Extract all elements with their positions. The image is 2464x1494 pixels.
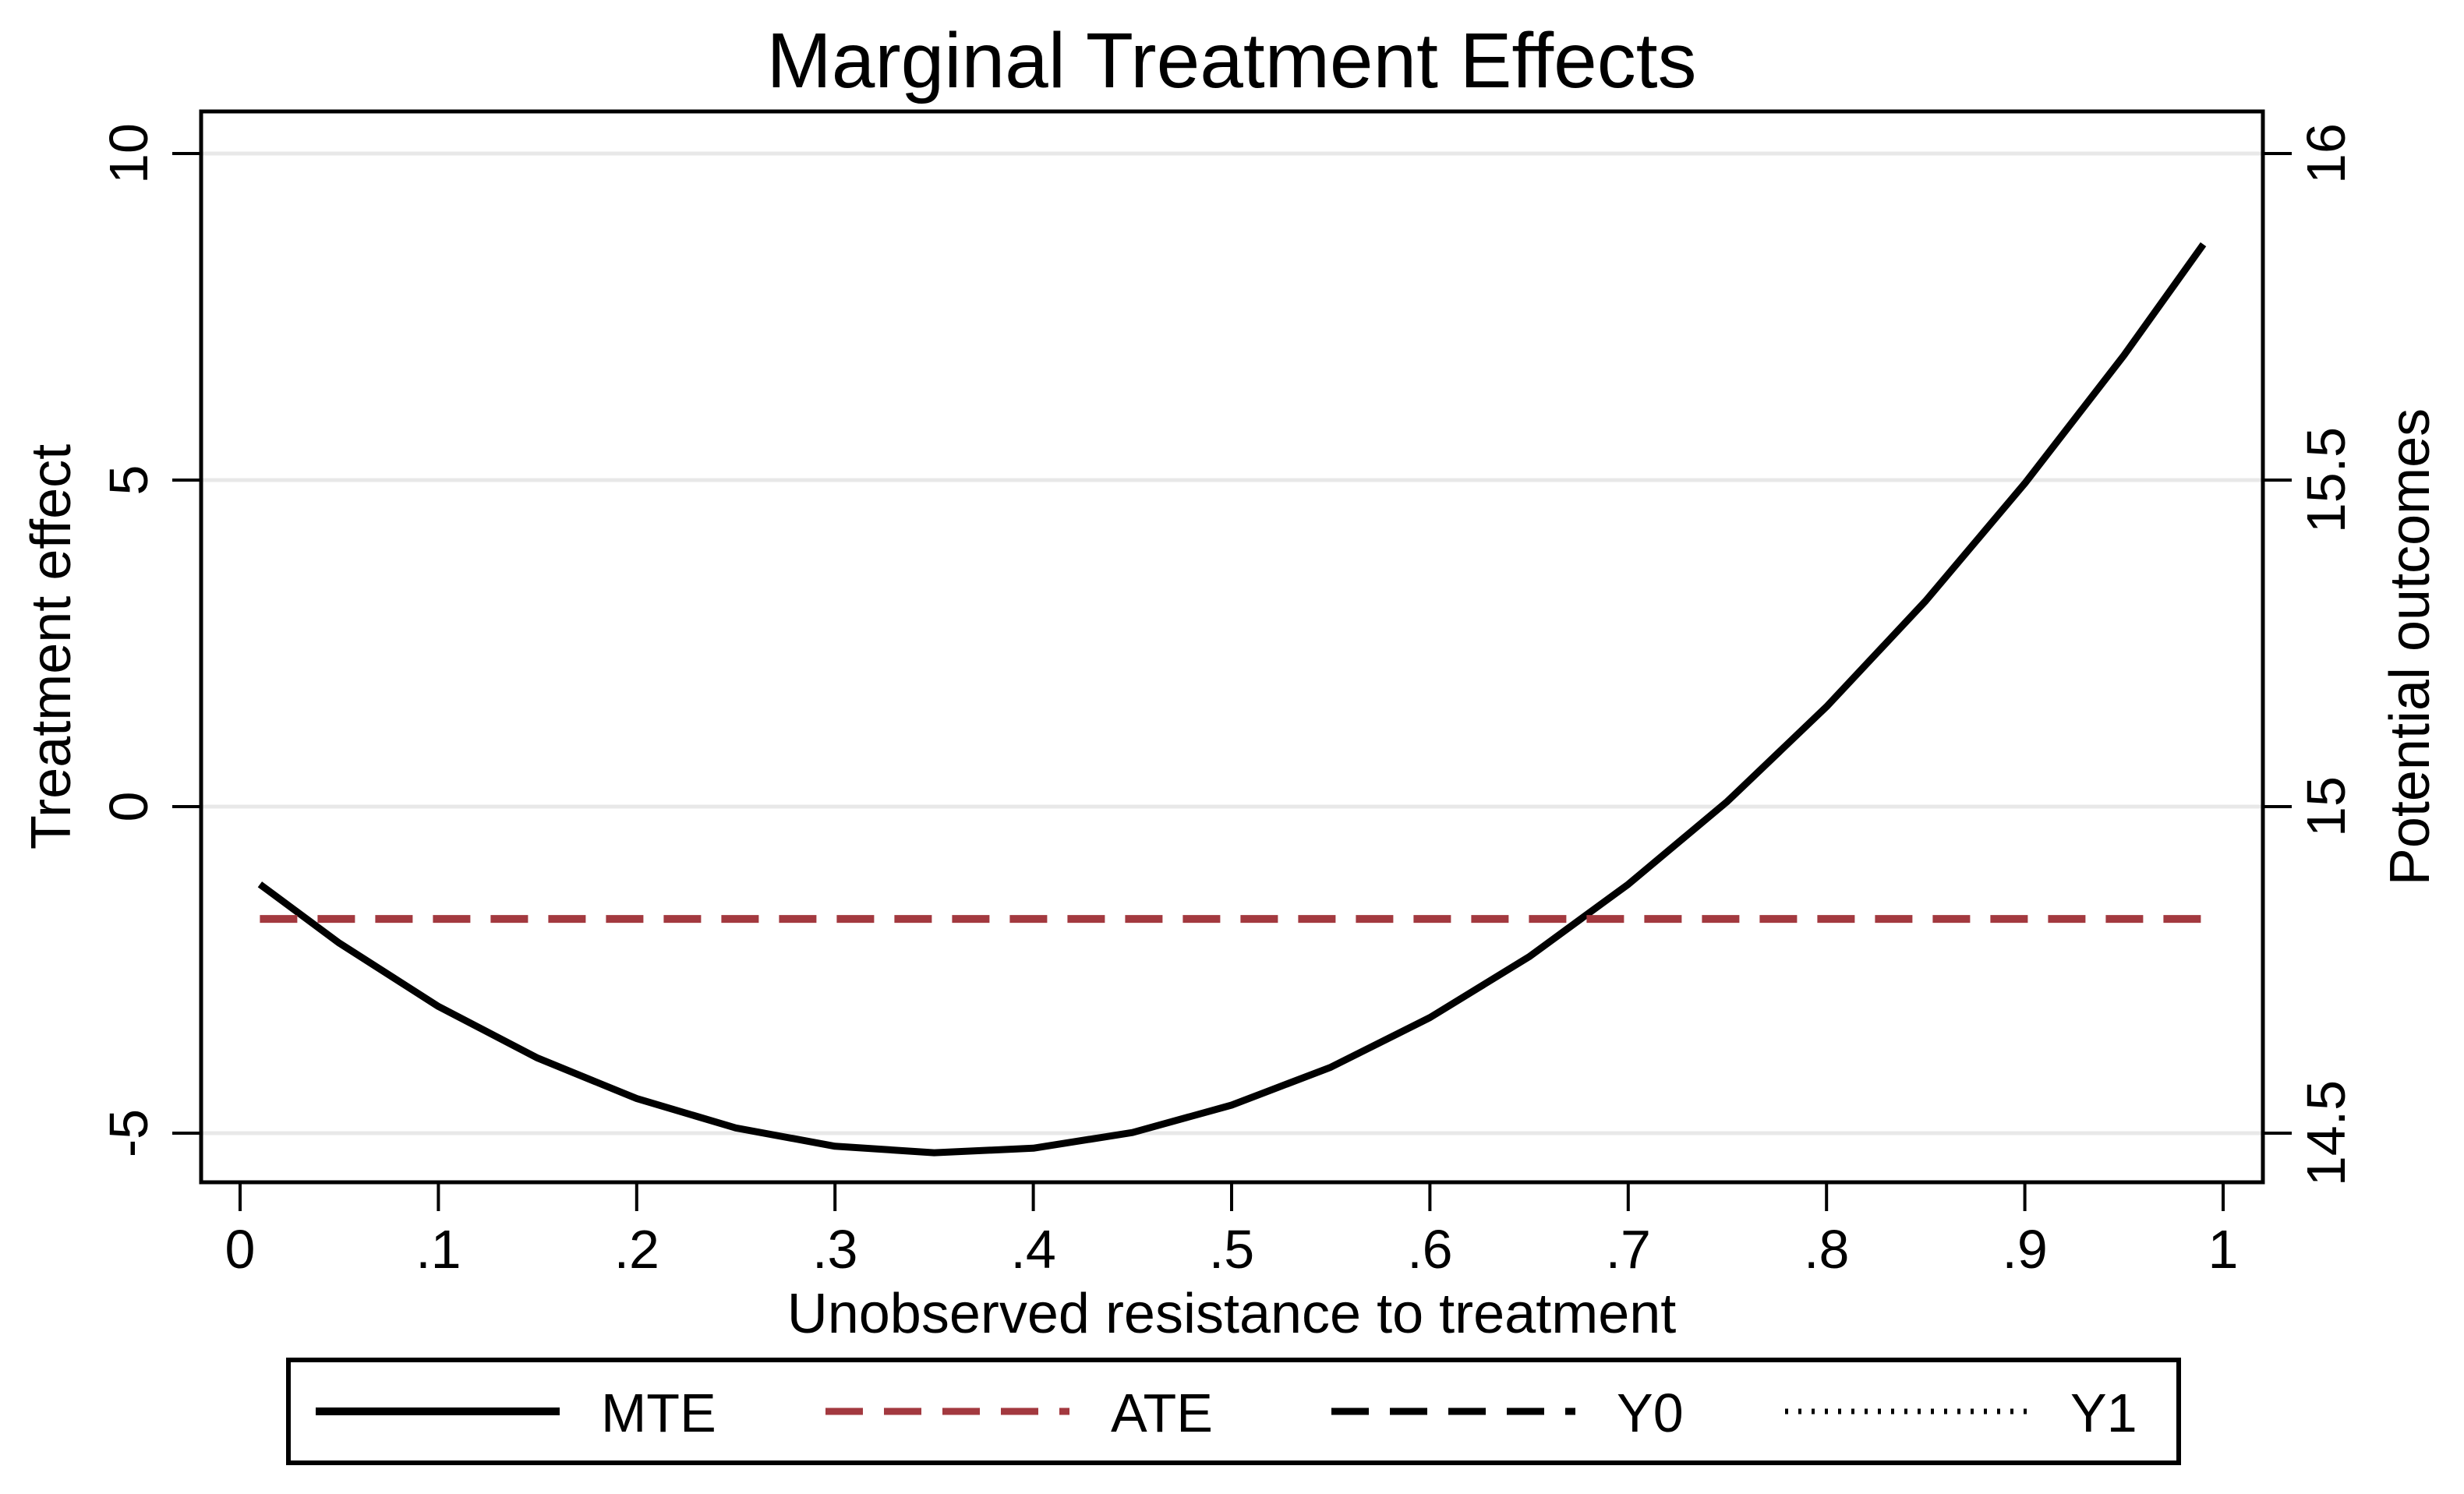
x-tick-label: .5 [1209, 1219, 1254, 1280]
y-left-tick-label: 10 [98, 123, 159, 184]
y-left-tick-label: 0 [98, 792, 159, 822]
y-axis-right-title: Potential outcomes [2379, 408, 2441, 885]
x-axis-title: Unobserved resistance to treatment [787, 1283, 1677, 1345]
chart-title: Marginal Treatment Effects [766, 17, 1696, 104]
legend-entries-layer: MTE ATE Y0 Y1 [316, 1383, 2137, 1443]
x-tick-label: .9 [2002, 1219, 2047, 1280]
mte-line [257, 242, 2207, 1157]
series-layer [257, 242, 2207, 1157]
ticks-layer: 10 5 0 -5 16 15.5 15 14.5 0 .1 .2 .3 .4 .5 .6 .7 .8 .9 1 [98, 123, 2356, 1280]
x-tick-label: .7 [1606, 1219, 1651, 1280]
legend-label-mte: MTE [601, 1383, 716, 1443]
y-right-tick-label: 15 [2296, 776, 2356, 837]
x-tick-label: .4 [1010, 1219, 1055, 1280]
y-right-tick-label: 15.5 [2296, 427, 2356, 533]
x-tick-label: .6 [1407, 1219, 1452, 1280]
x-tick-label: .1 [415, 1219, 461, 1280]
legend-label-y1: Y1 [2070, 1383, 2137, 1443]
y-axis-left-title: Treatment effect [20, 444, 83, 849]
legend-label-y0: Y0 [1617, 1383, 1684, 1443]
gridlines-layer [201, 151, 2263, 1136]
legend-label-ate: ATE [1111, 1383, 1213, 1443]
y-left-tick-label: 5 [98, 465, 159, 496]
x-tick-label: 1 [2208, 1219, 2239, 1280]
legend-box [286, 1358, 2181, 1465]
y-left-tick-label: -5 [98, 1109, 159, 1157]
plot-area-border [199, 109, 2265, 1185]
x-tick-label: .8 [1804, 1219, 1849, 1280]
y-right-tick-label: 14.5 [2296, 1080, 2356, 1186]
y-right-tick-label: 16 [2296, 123, 2356, 184]
x-tick-label: .3 [812, 1219, 857, 1280]
x-tick-label: 0 [225, 1219, 256, 1280]
x-tick-label: .2 [614, 1219, 659, 1280]
